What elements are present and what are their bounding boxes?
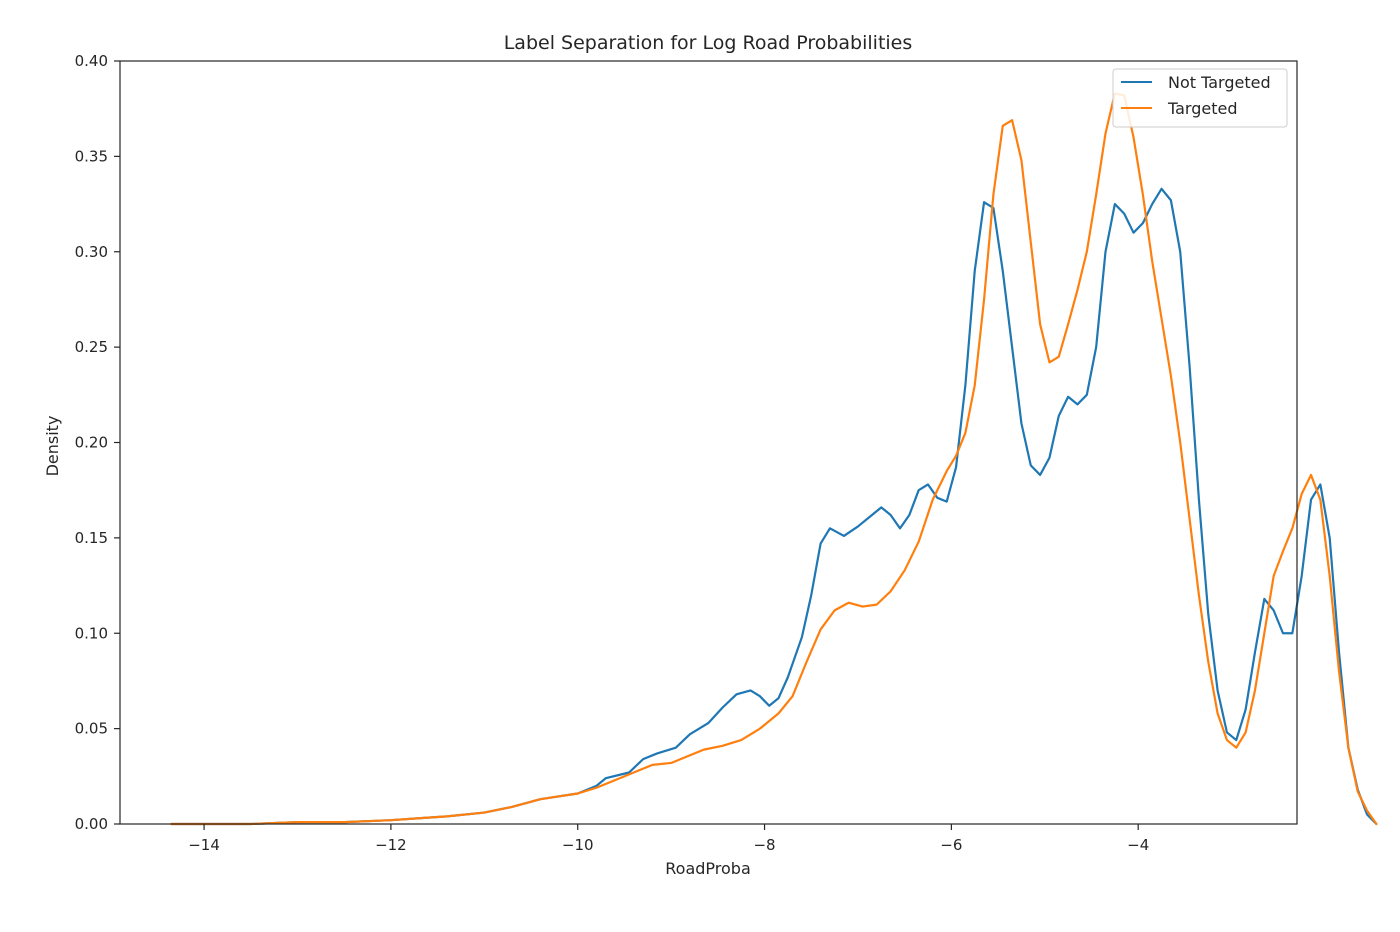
y-tick-label: 0.35 — [75, 147, 108, 165]
x-tick-label: −14 — [188, 836, 220, 854]
x-tick-label: −4 — [1127, 836, 1149, 854]
plot-area — [119, 60, 1378, 826]
y-axis-label: Density — [43, 416, 62, 477]
x-axis-label: RoadProba — [665, 859, 751, 878]
legend: Not Targeted Targeted — [1112, 68, 1288, 128]
legend-label-not-targeted: Not Targeted — [1168, 73, 1271, 92]
plot-background — [120, 61, 1297, 824]
y-axis: 0.00 0.05 0.10 0.15 0.20 0.25 0.30 0.35 0.40 — [75, 52, 120, 833]
y-tick-label: 0.05 — [75, 720, 108, 738]
chart-title: Label Separation for Log Road Probabilit… — [504, 32, 913, 54]
series-layer — [170, 92, 1378, 826]
y-tick-label: 0.10 — [75, 624, 108, 642]
x-tick-label: −8 — [753, 836, 775, 854]
x-tick-label: −12 — [375, 836, 407, 854]
y-tick-label: 0.20 — [75, 434, 108, 452]
x-tick-label: −10 — [562, 836, 594, 854]
x-axis: −14 −12 −10 −8 −6 −4 — [188, 824, 1149, 854]
series-line-not-targeted — [170, 187, 1378, 826]
legend-box — [1112, 68, 1288, 128]
y-tick-label: 0.15 — [75, 529, 108, 547]
y-tick-label: 0.30 — [75, 243, 108, 261]
y-tick-label: 0.25 — [75, 338, 108, 356]
legend-label-targeted: Targeted — [1167, 99, 1238, 118]
y-tick-label: 0.00 — [75, 815, 108, 833]
x-tick-label: −6 — [940, 836, 962, 854]
y-tick-label: 0.40 — [75, 52, 108, 70]
series-line-targeted — [170, 92, 1378, 826]
